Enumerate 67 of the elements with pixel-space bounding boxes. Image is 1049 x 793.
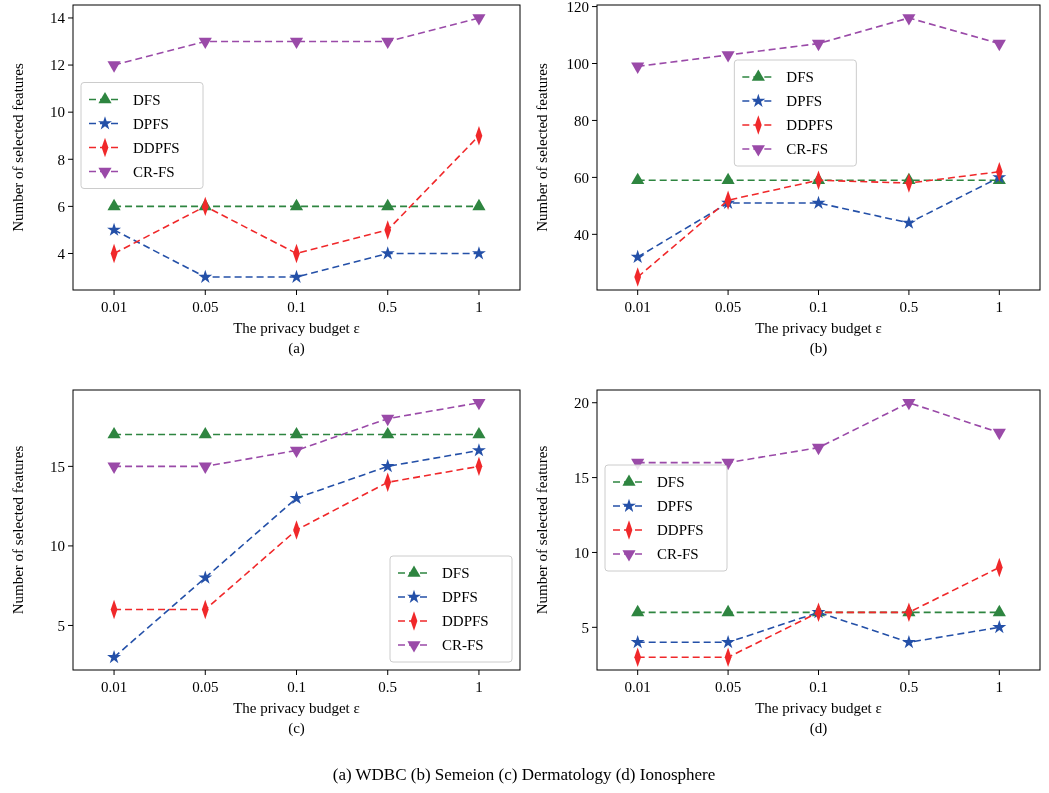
x-tick-label: 0.01	[100, 679, 128, 695]
y-tick-label: 14	[50, 10, 66, 27]
x-tick-label: 0.5	[378, 679, 398, 695]
x-axis-title: The privacy budget ε	[233, 320, 360, 336]
y-tick-label: 4	[57, 245, 66, 262]
legend-label: DDPFS	[657, 522, 704, 539]
text: (d)	[809, 720, 828, 737]
x-tick-label: 0.1	[287, 679, 306, 695]
legend-label: CR-FS	[442, 637, 484, 654]
x-tick-label: 1	[995, 679, 1004, 695]
y-axis-title: Number of selected features	[10, 63, 26, 232]
y-axis-title: Number of selected features	[10, 445, 26, 615]
x-tick-label: 0.05	[714, 679, 742, 695]
x-tick-label: 1	[995, 299, 1004, 315]
legend-label: DFS	[786, 69, 814, 86]
x-tick-label: 0.05	[192, 299, 219, 315]
y-tick-label: 6	[57, 198, 66, 215]
legend-label: DFS	[442, 565, 470, 582]
y-axis-title: Number of selected features	[534, 445, 550, 615]
y-tick-label: 5	[581, 619, 589, 636]
legend-label: CR-FS	[133, 163, 175, 180]
x-axis-title: The privacy budget ε	[755, 320, 882, 336]
x-tick-label: 0.05	[714, 299, 742, 315]
y-tick-label: 8	[57, 151, 65, 168]
legend-label: CR-FS	[786, 141, 829, 158]
x-tick-label: 0.5	[378, 299, 398, 315]
legend-label: DPFS	[786, 93, 823, 110]
x-tick-label: 0.1	[809, 679, 828, 695]
y-tick-label: 15	[50, 458, 65, 475]
x-tick-label: 0.5	[899, 299, 919, 315]
y-tick-label: 120	[566, 0, 589, 15]
legend-label: DPFS	[657, 498, 693, 515]
y-tick-label: 10	[50, 538, 65, 555]
legend-label: DFS	[657, 474, 685, 491]
legend-label: DDPFS	[133, 139, 180, 156]
y-tick-label: 20	[574, 394, 589, 411]
y-tick-label: 12	[50, 57, 65, 74]
text: (a)	[288, 340, 305, 357]
x-tick-label: 0.01	[624, 299, 651, 315]
legend-label: DPFS	[133, 115, 169, 132]
y-tick-label: 10	[50, 104, 65, 121]
x-tick-label: 0.05	[192, 679, 219, 695]
legend-label: DDPFS	[442, 613, 489, 630]
y-axis-title: Number of selected features	[534, 63, 550, 232]
x-tick-label: 1	[475, 299, 483, 315]
x-axis-title: The privacy budget ε	[755, 700, 882, 716]
x-tick-label: 0.1	[809, 299, 828, 315]
x-axis-title: The privacy budget ε	[233, 700, 360, 716]
legend-label: CR-FS	[657, 546, 699, 563]
legend-label: DPFS	[442, 589, 478, 606]
x-tick-label: 1	[475, 679, 483, 695]
legend-label: DFS	[133, 91, 161, 108]
text: (a) WDBC (b) Semeion (c) Dermatology (d) Ionosphere	[332, 765, 716, 784]
x-tick-label: 0.01	[100, 299, 128, 315]
y-tick-label: 80	[574, 112, 589, 129]
text: (c)	[288, 720, 305, 737]
y-tick-label: 15	[574, 469, 589, 486]
x-tick-label: 0.1	[287, 299, 306, 315]
y-tick-label: 40	[574, 226, 589, 243]
text: (b)	[809, 340, 828, 357]
x-tick-label: 0.5	[899, 679, 919, 695]
legend-label: DDPFS	[786, 117, 834, 134]
y-tick-label: 10	[574, 544, 589, 561]
x-tick-label: 0.01	[624, 679, 651, 695]
y-tick-label: 60	[574, 169, 589, 186]
y-tick-label: 100	[566, 55, 589, 72]
y-tick-label: 5	[57, 617, 65, 634]
